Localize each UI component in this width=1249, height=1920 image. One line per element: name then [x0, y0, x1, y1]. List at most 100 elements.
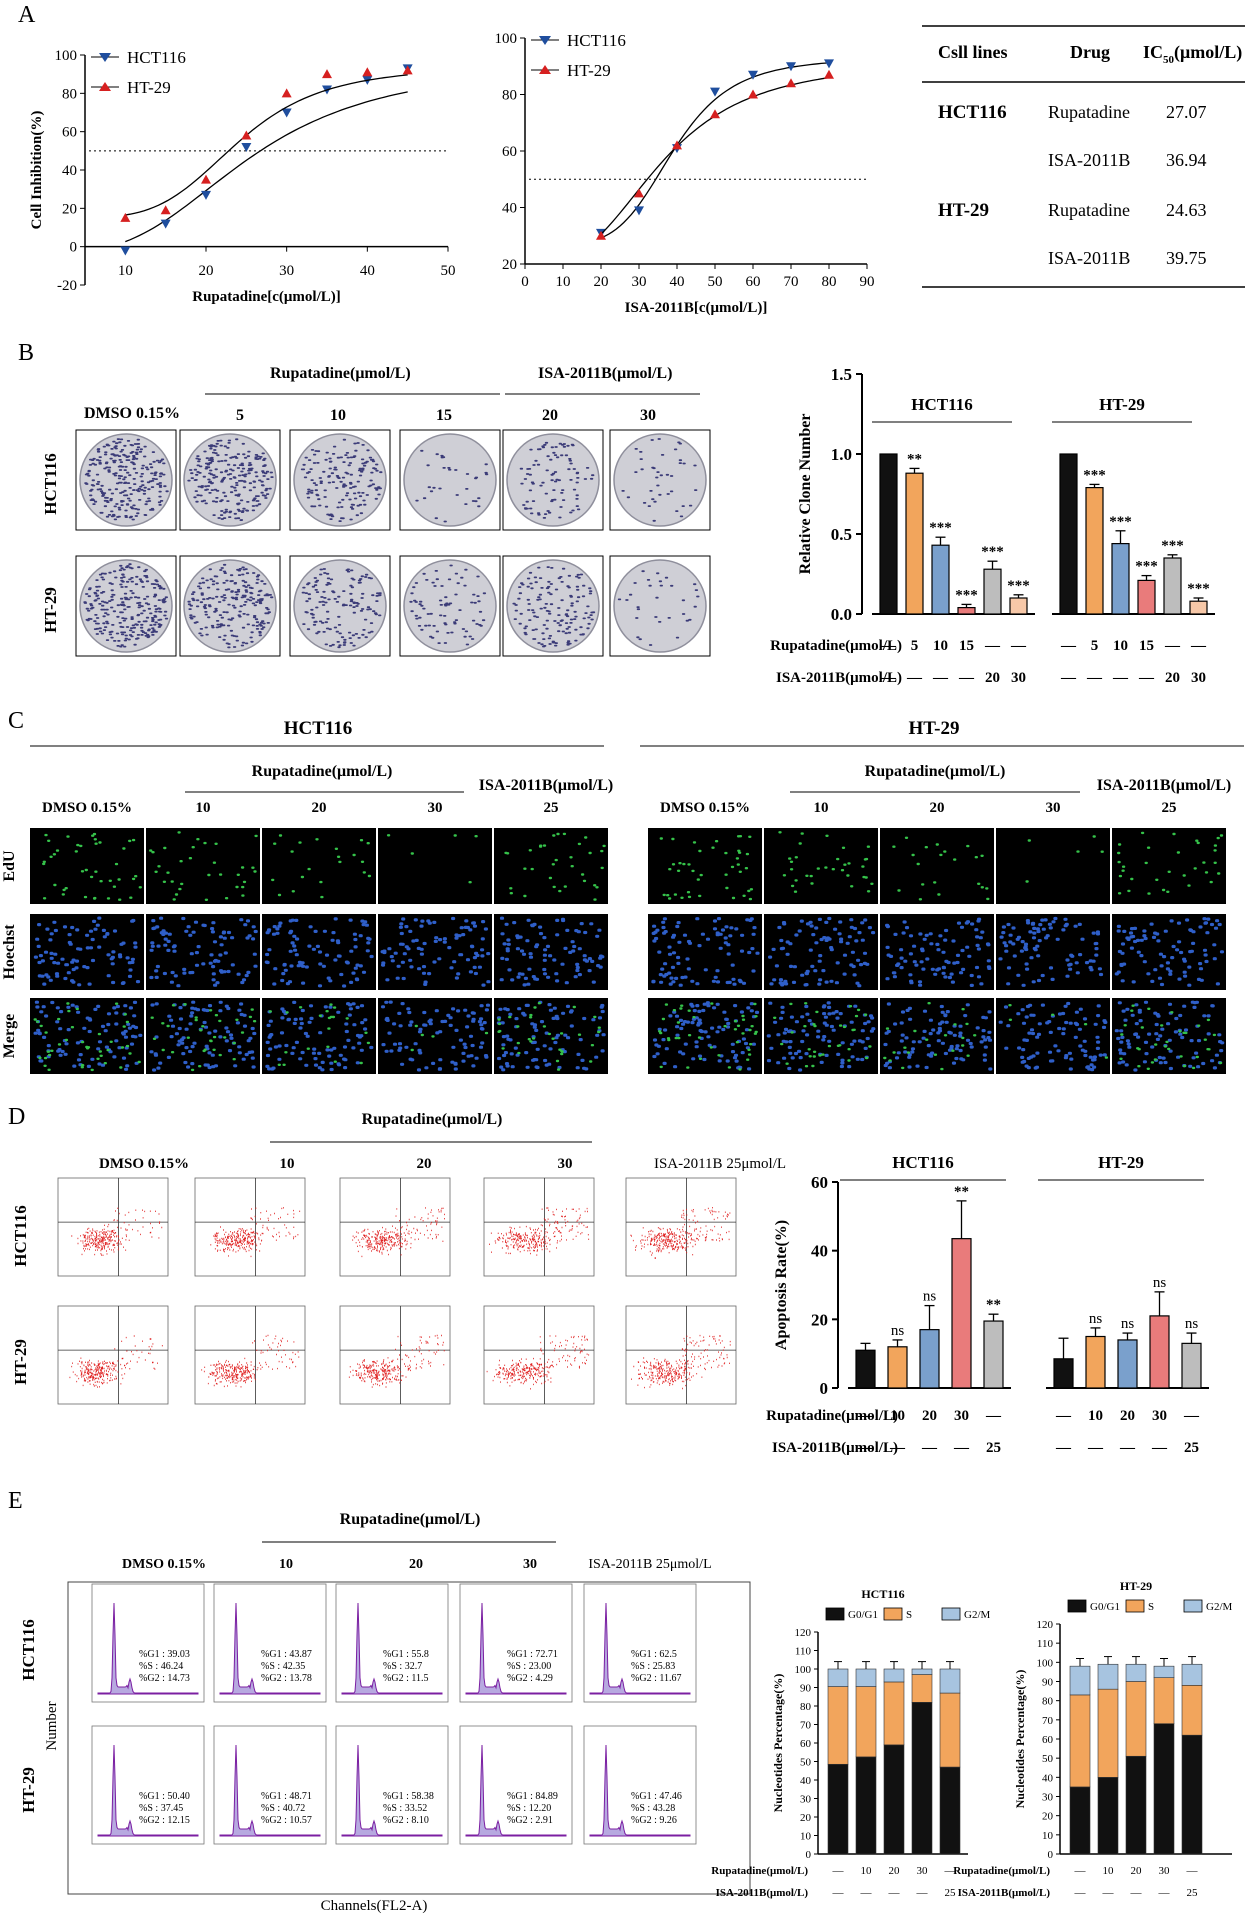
significance-label: ***	[1161, 538, 1184, 554]
panel-label-e: E	[8, 1488, 23, 1514]
cycle-stat: %G2 : 13.78	[261, 1673, 312, 1684]
flow-plot-frame	[194, 1305, 306, 1405]
dose-label: 30	[1152, 1408, 1167, 1424]
significance-label: **	[907, 451, 922, 467]
x-tick-label: 30	[632, 274, 647, 290]
legend-label: HT-29	[567, 61, 611, 80]
bar	[983, 568, 1002, 615]
significance-label: ns	[1089, 1311, 1103, 1327]
histogram-curve	[219, 1602, 321, 1695]
nuclei-hoechst	[33, 916, 141, 987]
data-point	[402, 65, 413, 75]
data-point	[241, 130, 252, 140]
cycle-stat: %S : 12.20	[507, 1803, 551, 1814]
fluorescence-tile	[146, 828, 260, 904]
table-cell: HCT116	[938, 102, 1007, 123]
significance-label: ***	[1007, 578, 1030, 594]
bar	[1053, 1358, 1074, 1389]
column-label: 25	[544, 800, 559, 816]
cycle-stat: %G2 : 9.26	[631, 1815, 677, 1826]
nuclei-edu	[1008, 1004, 1109, 1059]
bar	[1181, 1342, 1202, 1389]
cycle-stat: %S : 46.24	[139, 1661, 183, 1672]
histogram-curve	[97, 1744, 199, 1837]
bar	[1085, 487, 1104, 615]
nuclei-edu	[271, 834, 372, 899]
y-tick-label: 120	[795, 1627, 812, 1639]
dmso-label: DMSO 0.15%	[122, 1557, 206, 1572]
dish	[293, 559, 387, 653]
group-label: ISA-2011B(μmol/L)	[479, 777, 613, 794]
data-point	[748, 89, 758, 99]
nuclei-hoechst	[149, 916, 258, 988]
stacked-segment	[939, 1692, 961, 1768]
x-axis-label: Rupatadine[c(μmol/L)]	[192, 289, 341, 305]
fit-curve	[125, 91, 408, 243]
stacked-segment	[1153, 1677, 1175, 1724]
nuclei-hoechst	[380, 916, 491, 987]
dose-label: 20	[1165, 670, 1180, 686]
x-tick-label: 50	[441, 263, 456, 279]
bar	[1009, 597, 1028, 615]
nuclei-hoechst	[149, 1000, 257, 1072]
histogram-frame	[583, 1725, 697, 1845]
nuclei-edu	[410, 1024, 489, 1052]
dose-label: 30	[558, 1156, 573, 1172]
column-label: 30	[1046, 800, 1061, 816]
panel-label-b: B	[18, 340, 34, 366]
dose-label: 10	[280, 1156, 295, 1172]
legend-marker	[539, 36, 551, 45]
x-tick-label: 20	[594, 274, 609, 290]
colony-formation-images: DMSO 0.15% Rupatadine(μmol/L) ISA-2011B(…	[41, 365, 711, 657]
legend-swatch	[883, 1607, 903, 1621]
edu-staining-images: HCT116 HT-29 Rupatadine(μmol/L) Rupatadi…	[1, 718, 1244, 1074]
y-tick-label: 40	[800, 1775, 812, 1787]
data-point	[241, 143, 252, 152]
dose-label: —	[916, 1887, 929, 1899]
row-label: ISA-2011B(μmol/L)	[772, 1440, 898, 1456]
x-tick-label: 90	[860, 274, 875, 290]
group-title: HCT116	[892, 1153, 953, 1172]
histogram-curve	[465, 1744, 567, 1837]
y-tick-label: 70	[1042, 1715, 1054, 1727]
axis-label-number: Number	[44, 1701, 60, 1750]
bar	[931, 544, 950, 615]
y-tick-label: 70	[800, 1720, 812, 1732]
stacked-segment	[911, 1668, 933, 1675]
nuclei-hoechst	[1114, 917, 1225, 987]
cycle-stat: %S : 25.83	[631, 1661, 675, 1672]
dose-label: —	[880, 638, 897, 654]
fluorescence-tile	[996, 828, 1110, 904]
legend-label: HCT116	[127, 48, 186, 67]
data-point	[160, 205, 171, 215]
colonies	[301, 568, 382, 649]
nuclei-hoechst	[651, 917, 760, 987]
group-title: HCT116	[911, 395, 972, 414]
x-tick-label: 60	[746, 274, 761, 290]
colonies	[83, 563, 169, 648]
dose-label: —	[1102, 1887, 1115, 1899]
data-point	[201, 174, 211, 184]
table-cell: 36.94	[1166, 150, 1207, 170]
y-tick-label: 0.5	[831, 525, 852, 544]
fit-curve	[125, 74, 408, 216]
y-tick-label: 0	[806, 1849, 812, 1861]
stacked-segment	[1097, 1663, 1119, 1690]
flow-events	[210, 1207, 301, 1258]
fluorescence-tile	[494, 914, 608, 990]
dose-label: 15	[436, 407, 452, 424]
y-tick-label: 20	[800, 1812, 812, 1824]
nuclei-edu	[883, 1002, 977, 1071]
flow-plot-frame	[194, 1177, 306, 1277]
data-point	[281, 108, 292, 118]
legend-swatch	[825, 1607, 845, 1621]
dish	[613, 433, 707, 527]
colonies	[300, 438, 383, 522]
dose-label: —	[932, 670, 949, 686]
stacked-segment	[855, 1756, 877, 1855]
data-point	[710, 109, 720, 119]
bar	[983, 1320, 1004, 1389]
dose-label: —	[1074, 1865, 1087, 1877]
flow-plot-frame	[483, 1177, 595, 1277]
axis-label-channels: Channels(FL2-A)	[321, 1898, 428, 1914]
